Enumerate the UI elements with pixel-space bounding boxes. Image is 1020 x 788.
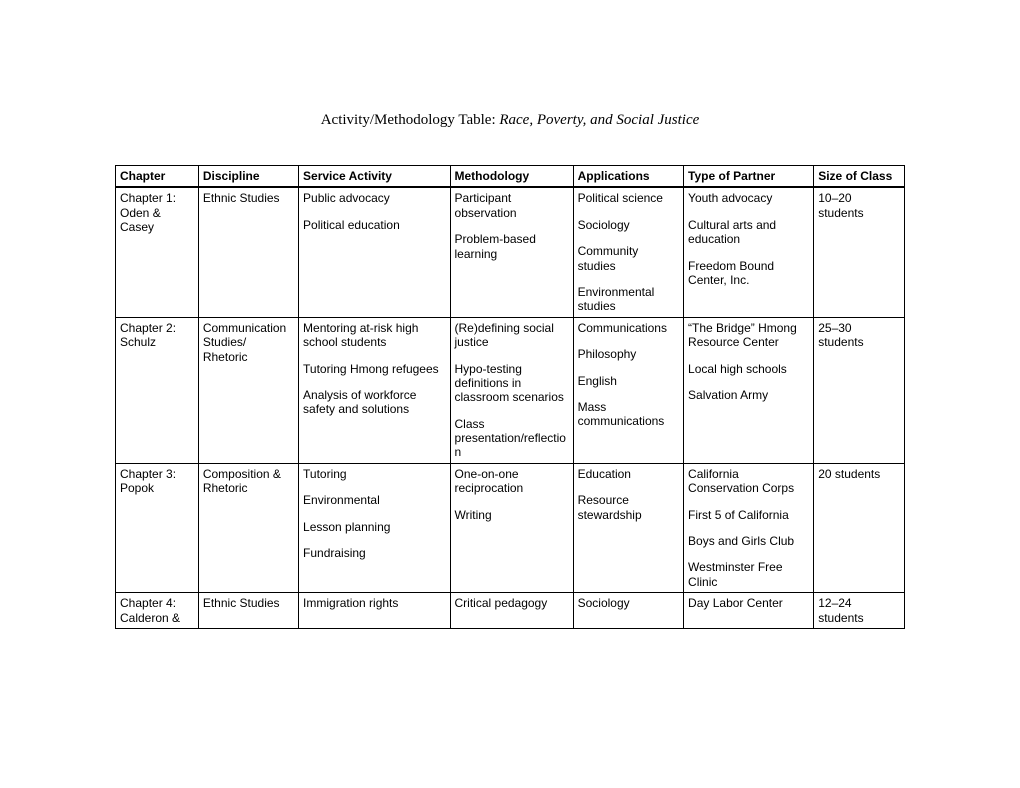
title-italic: Race, Poverty, and Social Justice [499,112,699,128]
cell-paragraph: Local high schools [688,362,809,376]
table-cell-methodology: Participant observation Problem-based lea… [450,187,573,317]
table-cell-applications: Sociology [573,593,683,629]
cell-paragraph: Composition & Rhetoric [203,467,294,496]
table-cell-chapter: Chapter 1: Oden & Casey [116,187,199,317]
cell-paragraph: Fundraising [303,546,445,560]
cell-paragraph: Writing [455,508,569,522]
table-cell-chapter: Chapter 3: Popok [116,463,199,592]
column-header: Size of Class [814,166,905,188]
table-cell-partner: California Conservation Corps First 5 of … [684,463,814,592]
cell-paragraph: Westminster Free Clinic [688,560,809,589]
column-header: Service Activity [299,166,450,188]
table-cell-size: 25–30 students [814,317,905,463]
table-cell-applications: Communications Philosophy English Mass comm… [573,317,683,463]
table-cell-applications: Political science Sociology Community stud… [573,187,683,317]
cell-paragraph: Environmental studies [578,285,679,314]
cell-paragraph: First 5 of California [688,508,809,522]
cell-paragraph: Chapter 1: Oden & Casey [120,191,194,234]
table-cell-methodology: Critical pedagogy [450,593,573,629]
cell-paragraph: 10–20 students [818,191,900,220]
cell-paragraph: Tutoring Hmong refugees [303,362,445,376]
document-page: Activity/Methodology Table: Race, Povert… [0,0,1020,669]
column-header: Discipline [198,166,298,188]
activity-table: ChapterDisciplineService ActivityMethodo… [115,165,905,629]
table-cell-service: Tutoring Environmental Lesson planning Fund… [299,463,450,592]
column-header: Chapter [116,166,199,188]
table-cell-size: 20 students [814,463,905,592]
cell-paragraph: Class presentation/reflection [455,417,569,460]
cell-paragraph: Immigration rights [303,596,445,610]
table-cell-partner: Youth advocacy Cultural arts and educatio… [684,187,814,317]
cell-paragraph: Chapter 4: Calderon & [120,596,194,625]
table-cell-discipline: Communication Studies/ Rhetoric [198,317,298,463]
table-row: Chapter 2: Schulz Communication Studies/ … [116,317,905,463]
cell-paragraph: 25–30 students [818,321,900,350]
cell-paragraph: Chapter 2: Schulz [120,321,194,350]
cell-paragraph: Problem-based learning [455,232,569,261]
cell-paragraph: Public advocacy [303,191,445,205]
cell-paragraph: Participant observation [455,191,569,220]
cell-paragraph: Community studies [578,244,679,273]
table-cell-chapter: Chapter 2: Schulz [116,317,199,463]
table-cell-discipline: Composition & Rhetoric [198,463,298,592]
cell-paragraph: Communication Studies/ Rhetoric [203,321,294,364]
cell-paragraph: 20 students [818,467,900,481]
table-cell-applications: Education Resource stewardship [573,463,683,592]
cell-paragraph: Hypo-testing definitions in classroom sc… [455,362,569,405]
cell-paragraph: Boys and Girls Club [688,534,809,548]
table-body: Chapter 1: Oden & Casey Ethnic Studies Pub… [116,187,905,628]
cell-paragraph: Chapter 3: Popok [120,467,194,496]
table-cell-discipline: Ethnic Studies [198,593,298,629]
table-row: Chapter 4: Calderon & Ethnic Studies Immig… [116,593,905,629]
cell-paragraph: Ethnic Studies [203,191,294,205]
table-cell-methodology: One-on-one reciprocation Writing [450,463,573,592]
table-cell-discipline: Ethnic Studies [198,187,298,317]
cell-paragraph: Cultural arts and education [688,218,809,247]
cell-paragraph: Political science [578,191,679,205]
cell-paragraph: Mass communications [578,400,679,429]
cell-paragraph: Mentoring at-risk high school students [303,321,445,350]
table-row: Chapter 1: Oden & Casey Ethnic Studies Pub… [116,187,905,317]
page-title: Activity/Methodology Table: Race, Povert… [115,112,905,129]
cell-paragraph: Sociology [578,218,679,232]
cell-paragraph: Ethnic Studies [203,596,294,610]
table-cell-service: Public advocacy Political education [299,187,450,317]
cell-paragraph: One-on-one reciprocation [455,467,569,496]
cell-paragraph: (Re)defining social justice [455,321,569,350]
cell-paragraph: Sociology [578,596,679,610]
cell-paragraph: “The Bridge” Hmong Resource Center [688,321,809,350]
cell-paragraph: Education [578,467,679,481]
cell-paragraph: Salvation Army [688,388,809,402]
cell-paragraph: Lesson planning [303,520,445,534]
table-cell-size: 12–24 students [814,593,905,629]
table-cell-methodology: (Re)defining social justice Hypo-testing … [450,317,573,463]
table-cell-chapter: Chapter 4: Calderon & [116,593,199,629]
table-header-row: ChapterDisciplineService ActivityMethodo… [116,166,905,188]
column-header: Applications [573,166,683,188]
cell-paragraph: Youth advocacy [688,191,809,205]
table-cell-service: Mentoring at-risk high school students Tu… [299,317,450,463]
cell-paragraph: Political education [303,218,445,232]
column-header: Type of Partner [684,166,814,188]
cell-paragraph: Analysis of workforce safety and solutio… [303,388,445,417]
table-cell-service: Immigration rights [299,593,450,629]
table-cell-partner: “The Bridge” Hmong Resource Center Local … [684,317,814,463]
cell-paragraph: Philosophy [578,347,679,361]
cell-paragraph: Environmental [303,493,445,507]
cell-paragraph: 12–24 students [818,596,900,625]
title-prefix: Activity/Methodology Table: [321,112,500,128]
table-cell-partner: Day Labor Center [684,593,814,629]
cell-paragraph: Freedom Bound Center, Inc. [688,259,809,288]
cell-paragraph: Communications [578,321,679,335]
table-cell-size: 10–20 students [814,187,905,317]
cell-paragraph: English [578,374,679,388]
column-header: Methodology [450,166,573,188]
cell-paragraph: California Conservation Corps [688,467,809,496]
cell-paragraph: Resource stewardship [578,493,679,522]
table-row: Chapter 3: PopokComposition & RhetoricTu… [116,463,905,592]
cell-paragraph: Tutoring [303,467,445,481]
cell-paragraph: Critical pedagogy [455,596,569,610]
cell-paragraph: Day Labor Center [688,596,809,610]
